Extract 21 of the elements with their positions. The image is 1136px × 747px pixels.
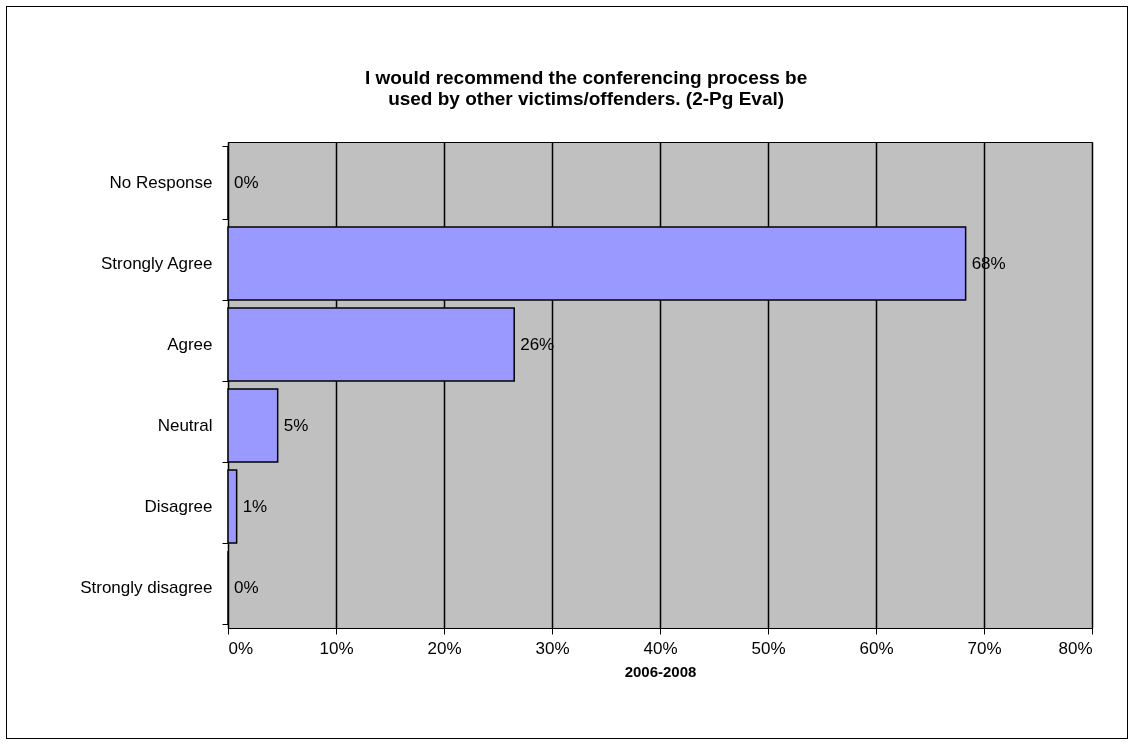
x-tick-label: 20% — [427, 638, 462, 658]
x-tick-label: 60% — [859, 638, 894, 658]
x-tick-label: 80% — [1058, 638, 1093, 658]
x-axis-title: 2006-2008 — [624, 662, 697, 680]
chart-title: I would recommend the conferencing process be used by other victims/offenders. (2-Pg Eval) — [364, 67, 808, 109]
y-tick-label: Strongly Agree — [100, 254, 213, 273]
y-tick-label: No Response — [109, 173, 213, 192]
x-tick-label: 0% — [228, 638, 254, 658]
data-label: 0% — [234, 577, 259, 597]
y-tick-label: Disagree — [144, 497, 213, 516]
data-label: 5% — [283, 415, 309, 435]
y-tick-label: Neutral — [157, 416, 213, 435]
data-label: 1% — [242, 496, 268, 516]
y-tick-label: Strongly disagree — [80, 578, 213, 597]
x-tick-label: 10% — [319, 638, 354, 658]
x-tick-label: 30% — [535, 638, 570, 658]
x-tick-label: 70% — [967, 638, 1002, 658]
y-tick-label: Agree — [167, 335, 213, 354]
x-tick-label: 40% — [643, 638, 678, 658]
x-tick-label: 50% — [751, 638, 786, 658]
data-label: 0% — [234, 172, 259, 192]
